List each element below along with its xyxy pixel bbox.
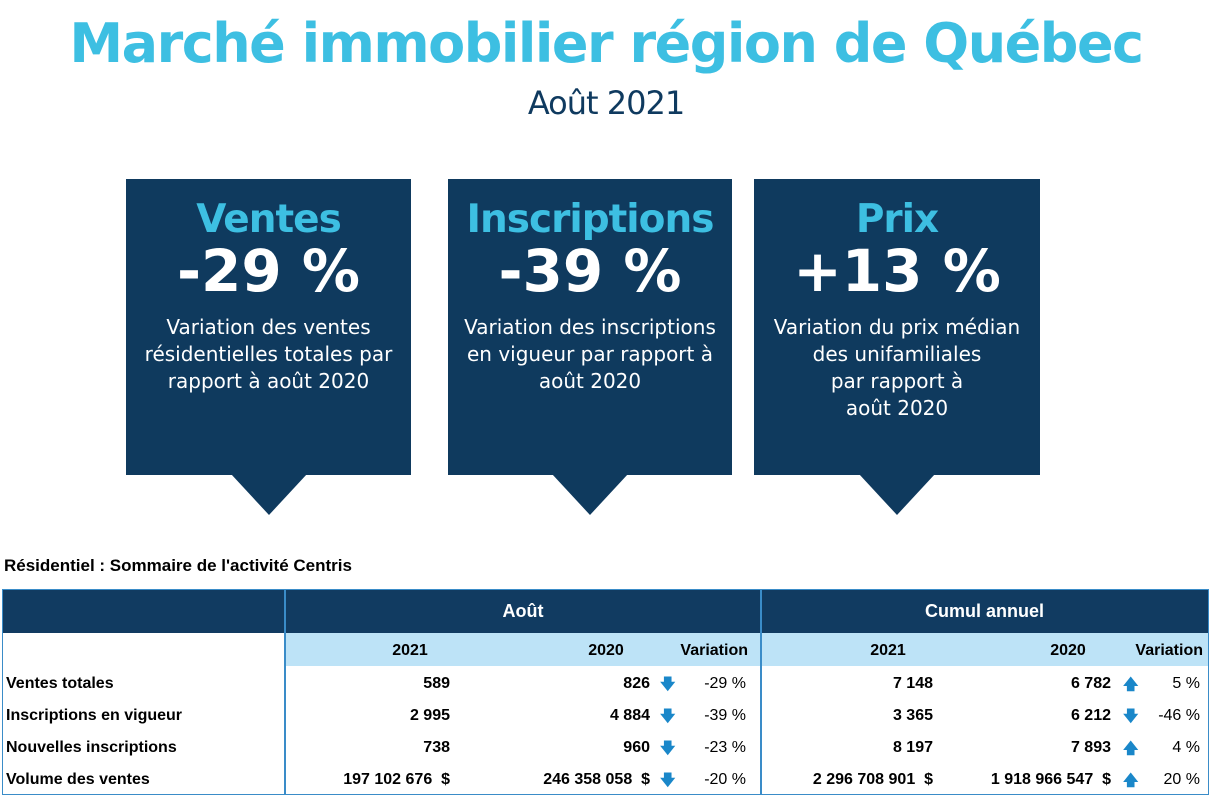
row-label: Ventes totales (6, 675, 114, 692)
card-description: Variation des inscriptions en vigueur pa… (464, 315, 716, 393)
cell-aout-2020: 246 358 058 $ (543, 771, 650, 788)
cell-aout-2020: 826 (623, 675, 650, 692)
col-header: 2021 (392, 642, 428, 659)
cell-cumul-variation: 5 % (1172, 675, 1200, 692)
cell-aout-2020: 4 884 (609, 707, 650, 724)
row-label: Nouvelles inscriptions (6, 739, 177, 756)
cell-cumul-2021: 3 365 (892, 707, 933, 724)
summary-table: Août Cumul annuel 2021 2020 Variation 20… (2, 589, 1209, 795)
arrow-up-icon: 🡅 (1123, 675, 1139, 693)
arrow-up-icon: 🡅 (1123, 739, 1139, 757)
table-group-header: Août Cumul annuel (3, 590, 1208, 633)
row-label: Inscriptions en vigueur (6, 707, 183, 724)
cell-cumul-2021: 7 148 (892, 675, 933, 692)
cell-cumul-variation: -46 % (1158, 707, 1200, 724)
card-ventes: Ventes -29 % Variation des ventes réside… (126, 179, 411, 515)
page-subtitle: Août 2021 (527, 84, 685, 122)
cell-aout-2021: 2 995 (409, 707, 450, 724)
card-heading: Ventes (196, 197, 342, 242)
cell-cumul-variation: 20 % (1163, 771, 1200, 788)
col-header: Variation (1135, 642, 1203, 659)
cell-cumul-2020: 7 893 (1070, 739, 1111, 756)
column-divider (760, 590, 762, 794)
cell-aout-variation: -29 % (704, 675, 746, 692)
col-header: 2020 (1050, 642, 1086, 659)
cell-aout-2020: 960 (623, 739, 650, 756)
arrow-down-icon: 🡇 (660, 675, 676, 693)
table-subheader (285, 633, 1208, 666)
row-label: Volume des ventes (6, 771, 150, 788)
card-inscriptions: Inscriptions -39 % Variation des inscrip… (448, 179, 732, 515)
arrow-down-icon: 🡇 (1123, 707, 1139, 725)
card-value: -29 % (176, 237, 361, 305)
card-description: Variation du prix médian des unifamilial… (773, 315, 1021, 420)
cell-cumul-2021: 8 197 (892, 739, 933, 756)
col-header: Variation (680, 642, 748, 659)
card-value: +13 % (793, 237, 1001, 305)
arrow-down-icon: 🡇 (660, 739, 676, 757)
col-header: 2020 (588, 642, 624, 659)
table-row: Ventes totales 589 826 -29 % 7 148 6 782 5 % 🡇 🡅 (3, 668, 1208, 700)
card-value: -39 % (498, 237, 682, 305)
group-aout: Août (502, 601, 544, 621)
callout-pointer (552, 474, 628, 515)
callout-pointer (859, 474, 935, 515)
card-prix: Prix +13 % Variation du prix médian des … (754, 179, 1040, 515)
col-header: 2021 (870, 642, 906, 659)
card-heading: Inscriptions (466, 197, 715, 242)
cell-aout-variation: -23 % (704, 739, 746, 756)
cell-cumul-2020: 6 782 (1070, 675, 1111, 692)
table-title: Résidentiel : Sommaire de l'activité Cen… (4, 556, 352, 575)
arrow-down-icon: 🡇 (660, 771, 676, 789)
cell-aout-2021: 197 102 676 $ (343, 771, 450, 788)
cell-cumul-2020: 6 212 (1070, 707, 1111, 724)
arrow-up-icon: 🡅 (1123, 771, 1139, 789)
cell-aout-2021: 738 (423, 739, 450, 756)
card-heading: Prix (855, 197, 939, 242)
table-row: Inscriptions en vigueur 2 995 4 884 -39 % 3 … (3, 700, 1208, 732)
arrow-down-icon: 🡇 (660, 707, 676, 725)
page-title: Marché immobilier région de Québec (69, 12, 1144, 75)
table-row: Nouvelles inscriptions 738 960 -23 % 8 197 7 … (3, 732, 1208, 764)
cell-cumul-variation: 4 % (1172, 739, 1200, 756)
cell-aout-variation: -20 % (704, 771, 746, 788)
cell-aout-2021: 589 (423, 675, 450, 692)
group-cumul: Cumul annuel (924, 601, 1044, 621)
cell-cumul-2020: 1 918 966 547 $ (990, 771, 1111, 788)
cell-aout-variation: -39 % (704, 707, 746, 724)
callout-pointer (230, 474, 307, 515)
table-row: Volume des ventes 197 102 676 $ 246 358 05… (3, 764, 1208, 796)
card-description: Variation des ventes résidentielles tota… (144, 315, 393, 393)
cell-cumul-2021: 2 296 708 901 $ (812, 771, 933, 788)
column-divider (284, 590, 286, 794)
